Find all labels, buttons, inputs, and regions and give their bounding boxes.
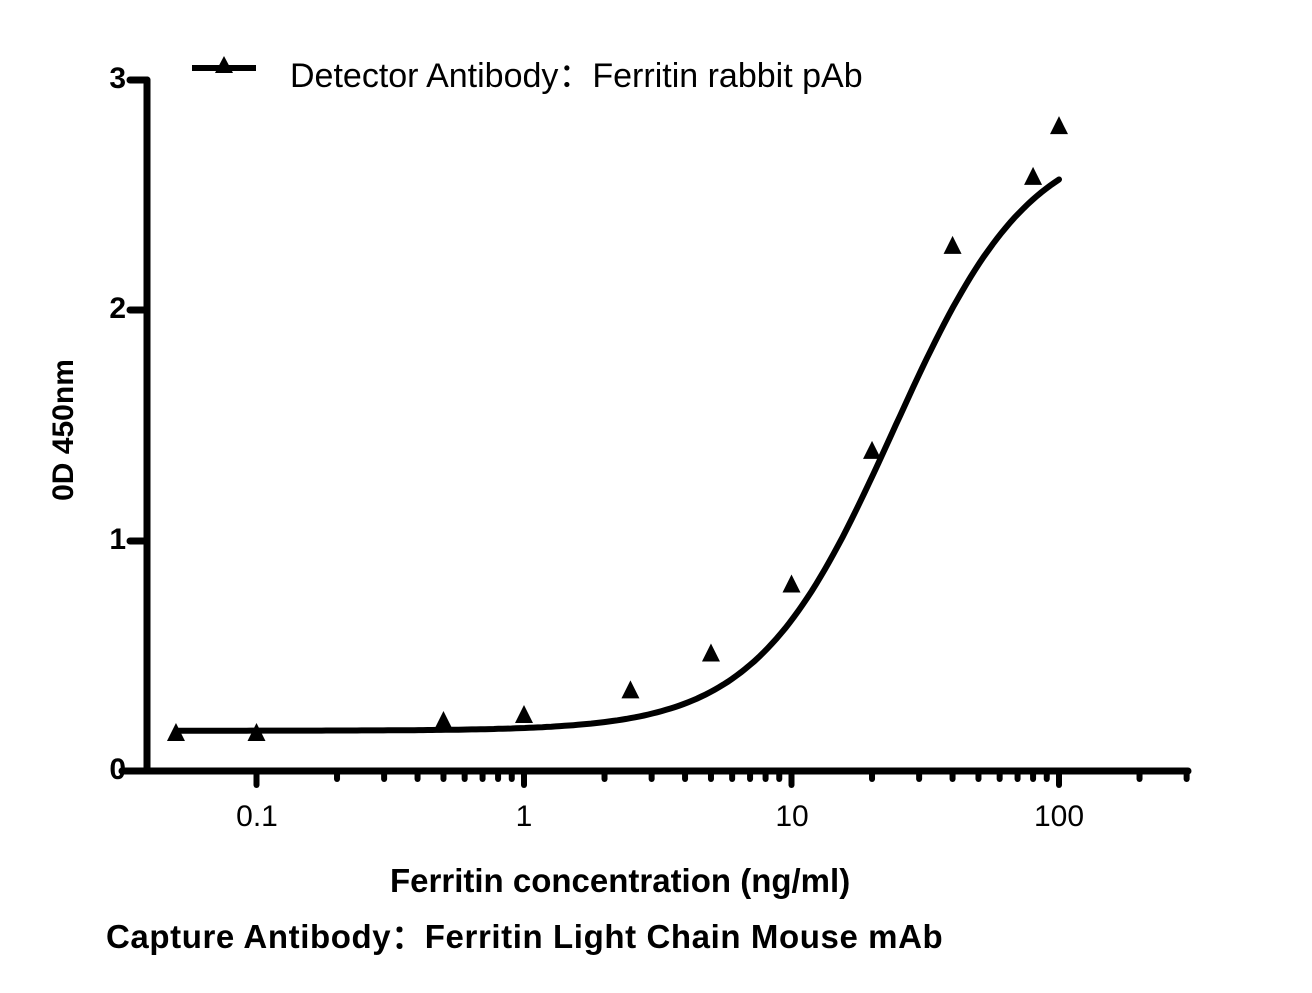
data-point-triangle <box>863 440 882 459</box>
x-axis-ticks <box>253 768 1190 788</box>
x-tick-label: 10 <box>775 800 809 833</box>
data-point-triangle <box>621 680 640 699</box>
data-point-triangle <box>434 711 453 730</box>
caption: Capture Antibody：Ferritin Light Chain Mo… <box>106 918 944 955</box>
y-axis <box>126 76 151 775</box>
y-axis-title: 0D 450nm <box>47 359 80 501</box>
data-point-triangle <box>782 574 801 593</box>
data-point-triangle <box>1050 116 1068 135</box>
data-point-triangle <box>247 723 266 742</box>
x-tick-label: 0.1 <box>236 800 278 833</box>
x-tick-label: 1 <box>515 800 533 833</box>
legend-label: Detector Antibody：Ferritin rabbit pAb <box>290 57 863 95</box>
x-tick-label: 100 <box>1033 800 1085 833</box>
y-tick-label: 0 <box>109 753 126 786</box>
data-point-triangle <box>515 705 533 724</box>
data-point-triangle <box>166 723 185 742</box>
y-tick-label: 1 <box>109 523 126 556</box>
fit-curve <box>173 176 1062 734</box>
data-point-triangle <box>1024 166 1043 185</box>
y-tick-label: 2 <box>109 292 126 325</box>
legend-symbol-icon <box>192 56 256 73</box>
data-point-triangle <box>943 235 962 254</box>
data-point-triangle <box>701 643 720 662</box>
data-points <box>166 116 1068 742</box>
x-axis-title: Ferritin concentration (ng/ml) <box>390 862 851 899</box>
y-tick-label: 3 <box>109 62 126 95</box>
